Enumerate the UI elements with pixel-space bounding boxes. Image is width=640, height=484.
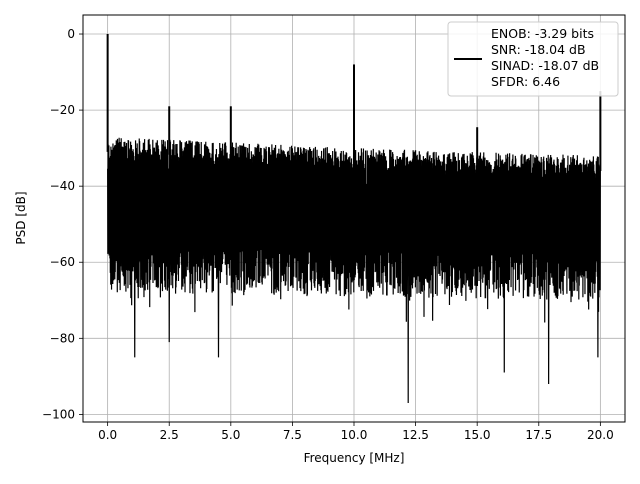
x-tick-label: 0.0 [98,428,117,442]
x-axis-label: Frequency [MHz] [304,451,405,465]
legend-sinad: SINAD: -18.07 dB [491,58,599,73]
y-tick-label: −80 [50,331,75,345]
x-tick-label: 2.5 [160,428,179,442]
x-tick-label: 7.5 [283,428,302,442]
x-tick-label: 12.5 [402,428,429,442]
y-tick-label: −40 [50,179,75,193]
x-tick-label: 20.0 [587,428,614,442]
legend-snr: SNR: -18.04 dB [491,42,586,57]
y-tick-label: −100 [42,407,75,421]
y-axis-label: PSD [dB] [14,191,28,244]
x-tick-label: 10.0 [341,428,368,442]
y-tick-label: −20 [50,103,75,117]
y-tick-label: −60 [50,255,75,269]
x-tick-label: 15.0 [464,428,491,442]
y-tick-label: 0 [67,27,75,41]
x-tick-label: 17.5 [525,428,552,442]
legend-box [447,21,619,97]
peak-markers [106,34,602,171]
y-axis-ticks: 0 −20 −40 −60 −80 −100 [42,27,83,421]
legend-sfdr: SFDR: 6.46 [491,74,560,89]
legend: ENOB: -3.29 bits SNR: -18.04 dB SINAD: -… [447,21,619,97]
legend-enob: ENOB: -3.29 bits [491,26,594,41]
x-tick-label: 5.0 [221,428,240,442]
x-axis-ticks: 0.0 2.5 5.0 7.5 10.0 12.5 15.0 17.5 20.0 [98,422,614,442]
